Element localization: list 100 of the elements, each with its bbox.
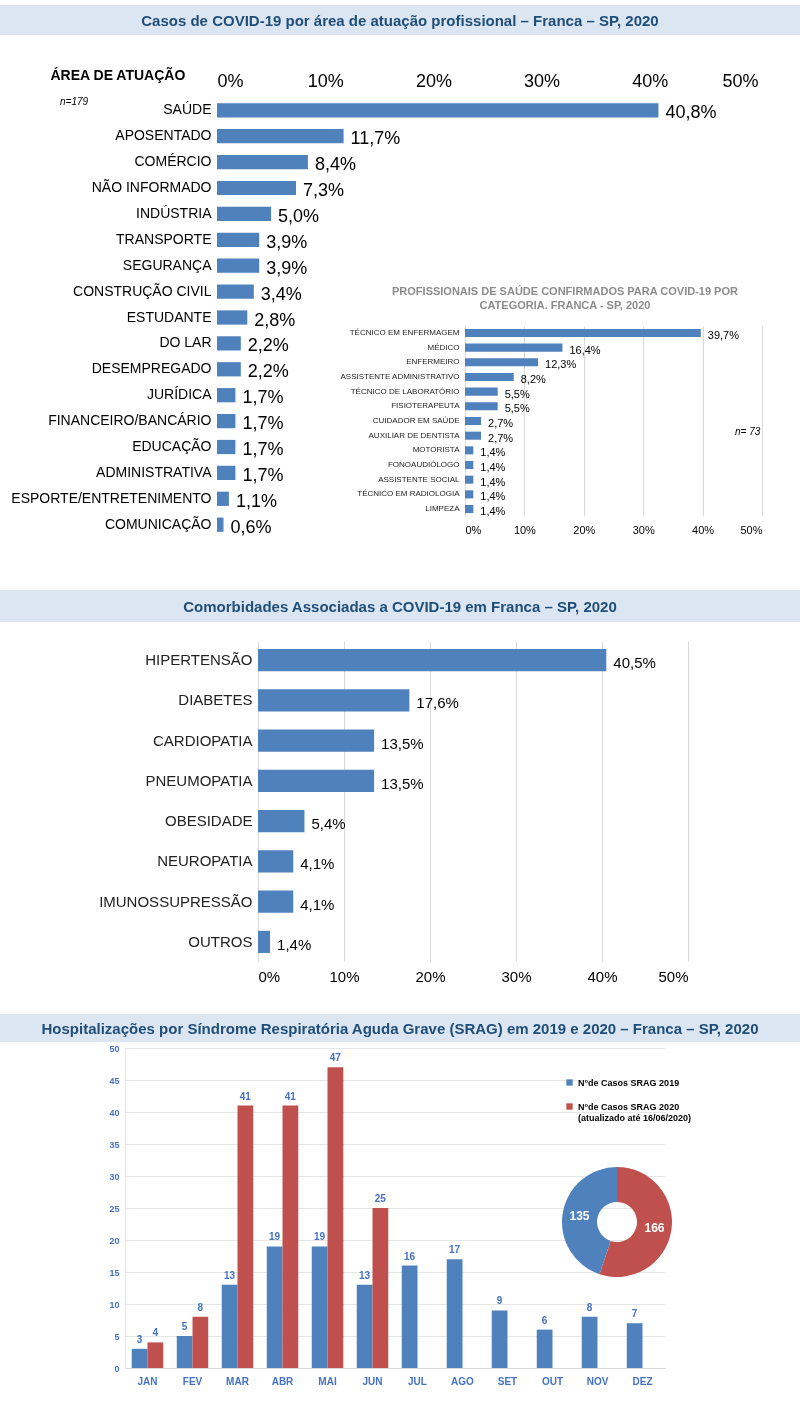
- x-tick-label: 40%: [587, 967, 618, 985]
- data-label: 7: [631, 1308, 638, 1320]
- y-tick-label: OUTROS: [188, 932, 253, 950]
- y-tick-label: COMUNICAÇÃO: [104, 515, 212, 532]
- data-label: 1,1%: [235, 490, 277, 511]
- data-label: 8,4%: [314, 154, 356, 175]
- chart-title: PROFISSIONAIS DE SAÚDE CONFIRMADOS PARA COVID-19 POR CATEGORIA. FRANCA - SP, 2020: [391, 284, 739, 312]
- x-tick-label: NOV: [586, 1375, 609, 1387]
- y-tick-label: TÉCNICO DE LABORATÓRIO: [350, 386, 460, 396]
- y-tick-label: TÉCNICO EM ENFERMAGEM: [349, 327, 460, 337]
- data-label: 9: [496, 1295, 503, 1307]
- y-tick-label: EDUCAÇÃO: [132, 438, 212, 454]
- bar: [147, 1342, 164, 1368]
- x-tick-label: 50%: [658, 967, 689, 985]
- bar: [282, 1105, 299, 1368]
- text: n=179: [60, 96, 89, 107]
- y-tick-label: HIPERTENSÃO: [145, 651, 253, 669]
- data-label: 2,8%: [254, 309, 296, 330]
- data-label: 5,0%: [278, 205, 320, 226]
- y-tick-label: 40: [109, 1107, 120, 1118]
- data-label: 2,2%: [247, 335, 289, 356]
- data-label: 1,4%: [480, 505, 506, 518]
- bar: [311, 1246, 328, 1368]
- legend-label: N°de Casos SRAG 2020 (atualizado até 16/06/2020): [578, 1101, 692, 1123]
- data-label: 3: [136, 1333, 143, 1345]
- x-tick-label: SET: [497, 1375, 518, 1387]
- y-tick-label: PNEUMOPATIA: [145, 771, 253, 789]
- data-label: 1,4%: [480, 461, 506, 474]
- y-tick-label: DO LAR: [159, 334, 212, 351]
- data-label: 39,7%: [707, 328, 740, 341]
- bar: [131, 1348, 148, 1368]
- y-tick-label: CONSTRUÇÃO CIVIL: [73, 282, 212, 299]
- bar: [192, 1316, 209, 1368]
- data-label: 8: [586, 1301, 593, 1313]
- donut-slice: [599, 1167, 672, 1277]
- x-tick-label: 30%: [501, 967, 532, 985]
- data-label: 1,7%: [242, 439, 284, 459]
- y-tick-label: SEGURANÇA: [122, 256, 213, 273]
- x-tick-label: FEV: [182, 1375, 203, 1387]
- bar: [536, 1329, 553, 1368]
- bar: [626, 1323, 643, 1368]
- data-label: 4: [152, 1327, 159, 1339]
- y-tick-label: COMÉRCIO: [134, 153, 212, 170]
- x-tick-label: AGO: [451, 1375, 475, 1387]
- x-tick-label: 20%: [415, 70, 452, 91]
- bar: [327, 1067, 344, 1368]
- y-axis-title: ÁREA DE ATUAÇÃO: [50, 65, 186, 83]
- data-label: 19: [314, 1231, 326, 1243]
- data-label: 19: [269, 1231, 281, 1243]
- data-label: 17: [449, 1244, 461, 1256]
- bar: [372, 1208, 389, 1368]
- y-tick-label: 0: [114, 1363, 120, 1374]
- y-tick-label: TRANSPORTE: [116, 230, 212, 247]
- x-tick-label: 50%: [740, 523, 763, 536]
- y-tick-label: 25: [109, 1203, 120, 1214]
- bar: [446, 1259, 463, 1368]
- y-tick-label: MOTORISTA: [412, 445, 461, 455]
- data-label: 166: [644, 1221, 665, 1236]
- y-tick-label: FONOAUDIÓLOGO: [387, 460, 460, 470]
- data-label: 1,4%: [480, 446, 506, 459]
- x-tick-label: 40%: [632, 70, 669, 91]
- data-label: 3,9%: [266, 257, 308, 278]
- x-tick-label: 20%: [415, 967, 446, 985]
- x-tick-label: 10%: [513, 523, 537, 536]
- x-tick-label: 10%: [329, 967, 360, 985]
- bar: [491, 1310, 508, 1368]
- x-tick-label: JAN: [137, 1375, 158, 1387]
- y-tick-label: 45: [109, 1075, 120, 1086]
- data-label: 6: [541, 1314, 548, 1326]
- x-tick-label: 0%: [217, 70, 244, 91]
- y-tick-label: CARDIOPATIA: [153, 731, 253, 749]
- legend-label: N°de Casos SRAG 2019: [578, 1077, 680, 1088]
- data-label: 47: [329, 1052, 342, 1064]
- data-label: 2,2%: [247, 361, 289, 382]
- data-label: 12,3%: [545, 358, 577, 371]
- x-tick-label: OUT: [541, 1375, 564, 1387]
- data-label: 41: [284, 1090, 297, 1102]
- data-label: 40,8%: [665, 102, 717, 123]
- data-label: 13: [359, 1269, 371, 1281]
- data-label: 13,5%: [381, 734, 424, 752]
- y-tick-label: 50: [109, 1043, 120, 1054]
- data-label: 17,6%: [416, 694, 459, 712]
- y-tick-label: AUXILIAR DE DENTISTA: [368, 430, 461, 440]
- y-tick-label: 20: [109, 1235, 120, 1246]
- y-tick-label: 15: [109, 1267, 120, 1278]
- x-tick-label: 20%: [573, 523, 596, 536]
- data-label: 1,4%: [277, 935, 312, 953]
- data-label: 1,7%: [242, 413, 284, 434]
- x-tick-label: 0%: [465, 523, 482, 536]
- data-label: 11,7%: [350, 128, 401, 149]
- x-tick-label: 40%: [692, 523, 715, 536]
- donut-slice: [562, 1167, 617, 1275]
- y-tick-label: OBESIDADE: [164, 812, 253, 830]
- bar: [266, 1246, 283, 1368]
- x-tick-label: MAI: [318, 1375, 337, 1387]
- x-tick-label: 10%: [307, 70, 344, 91]
- y-tick-label: APOSENTADO: [115, 127, 212, 144]
- x-tick-label: DEZ: [632, 1375, 653, 1387]
- x-tick-label: MAR: [226, 1375, 250, 1387]
- x-tick-label: 50%: [722, 70, 759, 91]
